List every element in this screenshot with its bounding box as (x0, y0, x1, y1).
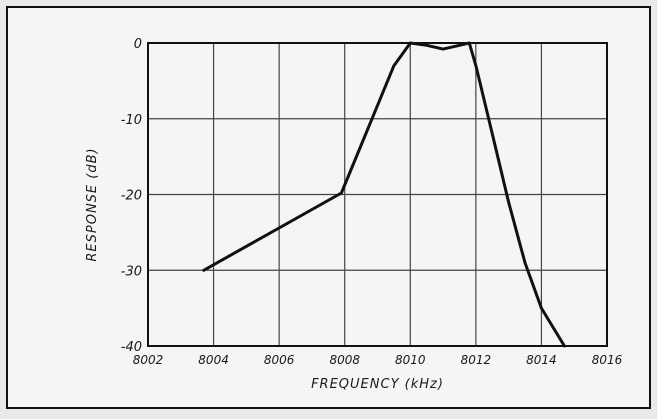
x-tick-label: 8002 (133, 353, 164, 367)
plot-area-border (147, 42, 608, 347)
y-tick-label: -30 (121, 264, 142, 279)
x-tick-label: 8008 (329, 353, 360, 367)
x-tick-labels: 8002 8004 8006 8008 8010 8012 8014 8016 (133, 353, 623, 367)
response-curve (202, 41, 566, 348)
figure-border (6, 6, 651, 409)
x-tick-label: 8010 (395, 353, 426, 367)
x-axis-label: FREQUENCY (kHz) (311, 377, 444, 392)
x-tick-label: 8014 (526, 353, 557, 367)
x-tick-label: 8016 (592, 353, 623, 367)
x-tick-label: 8004 (198, 353, 229, 367)
y-axis-label: RESPONSE (dB) (85, 147, 100, 261)
y-tick-label: -20 (121, 189, 142, 204)
y-tick-labels: 0 -10 -20 -30 -40 (121, 37, 142, 355)
y-tick-label: -10 (121, 113, 142, 128)
y-tick-label: 0 (134, 37, 142, 52)
y-tick-label: -40 (121, 340, 142, 355)
x-tick-label: 8012 (461, 353, 492, 367)
x-tick-label: 8006 (264, 353, 295, 367)
